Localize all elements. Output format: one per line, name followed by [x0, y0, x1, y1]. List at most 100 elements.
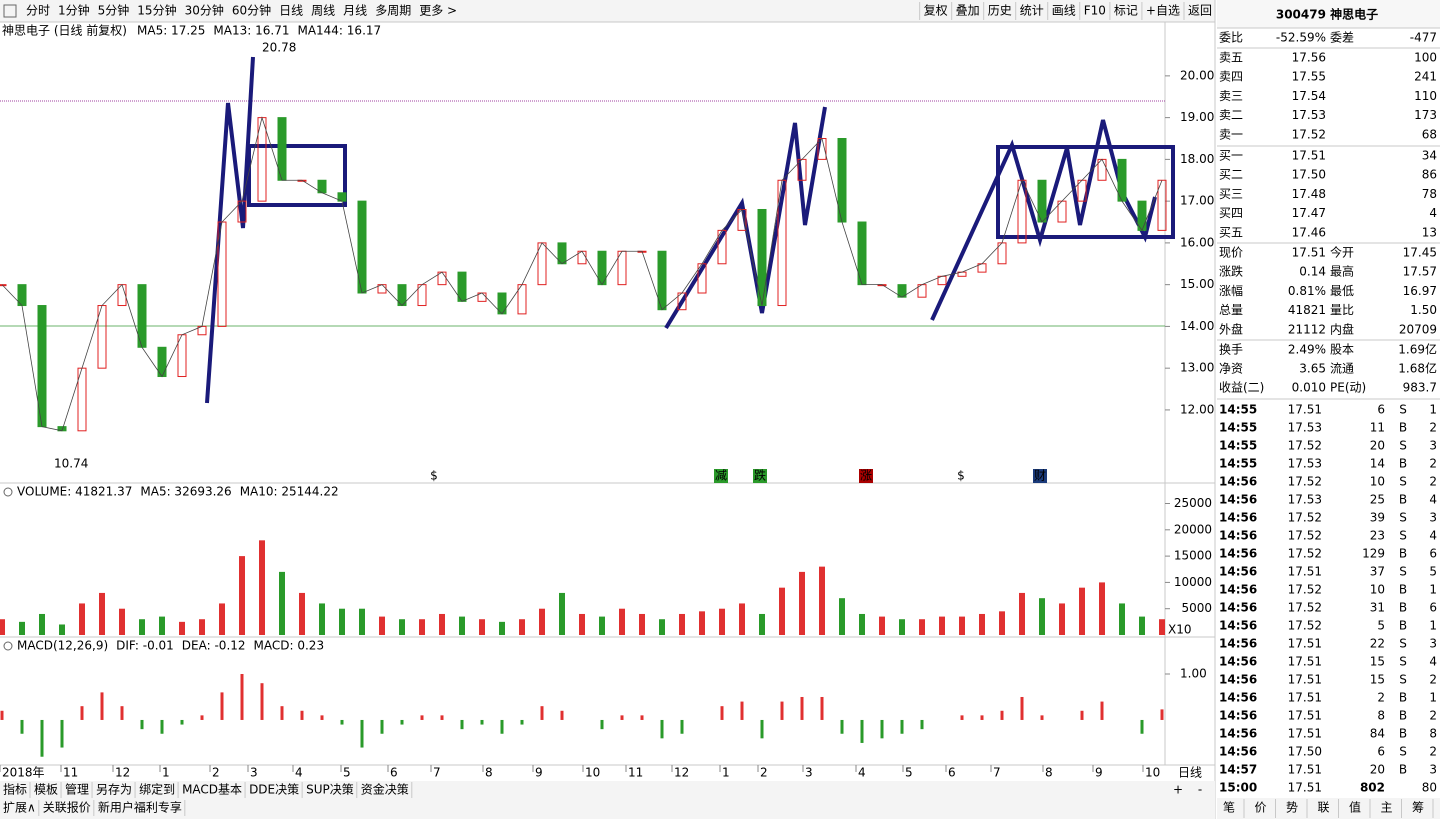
macd-bar — [60, 719, 64, 748]
trade-time: 14:55 — [1219, 439, 1257, 453]
period-tab[interactable]: 多周期 — [375, 4, 411, 18]
toolbar-button[interactable]: 画线 — [1052, 4, 1076, 18]
zoom-button[interactable]: - — [1198, 783, 1202, 797]
macd-bar — [220, 692, 224, 720]
trade-time: 14:56 — [1219, 655, 1257, 669]
toolbar-button[interactable]: 统计 — [1020, 4, 1044, 18]
period-tab[interactable]: 更多 > — [419, 4, 457, 18]
quote-tab[interactable]: 筹 — [1412, 801, 1424, 815]
indicator-tab[interactable]: SUP决策 — [306, 783, 354, 797]
trade-side: S — [1399, 529, 1407, 543]
volume-bar — [1119, 603, 1125, 636]
indicator-tab[interactable]: 绑定到 — [139, 782, 175, 797]
volume-bar — [979, 613, 985, 636]
period-tab[interactable]: 15分钟 — [137, 3, 176, 18]
trade-time: 14:56 — [1219, 709, 1257, 723]
menu-icon[interactable] — [3, 4, 17, 18]
time-label: 1 — [162, 766, 170, 780]
book-volume: 4 — [1429, 206, 1437, 220]
footer-tab[interactable]: 扩展∧ — [3, 801, 36, 815]
quote-tab[interactable]: 值 — [1349, 800, 1361, 815]
footer-tab[interactable]: 关联报价 — [43, 800, 91, 815]
collapse-icon[interactable] — [3, 641, 13, 651]
macd-bar — [1000, 710, 1004, 720]
trade-time: 14:56 — [1219, 583, 1257, 597]
period-tab[interactable]: 5分钟 — [98, 3, 130, 18]
time-label: 6 — [390, 766, 398, 780]
book-label: 卖四 — [1219, 70, 1243, 84]
toolbar-button[interactable]: 复权 — [924, 4, 948, 18]
quote-tab[interactable]: 价 — [1254, 801, 1266, 815]
macd-bar — [280, 706, 284, 720]
zoom-button[interactable]: + — [1173, 783, 1183, 797]
macd-bar — [500, 719, 504, 734]
volume-bar — [379, 616, 385, 636]
trade-side: B — [1399, 583, 1407, 597]
volume-bar — [1039, 598, 1045, 636]
book-volume: 13 — [1422, 225, 1437, 239]
period-tab[interactable]: 周线 — [311, 4, 335, 18]
footer-tab[interactable]: 新用户福利专享 — [98, 800, 182, 815]
trade-volume: 31 — [1370, 601, 1385, 615]
trade-price: 17.52 — [1288, 439, 1322, 453]
period-tab[interactable]: 30分钟 — [185, 3, 224, 18]
trade-time: 14:56 — [1219, 619, 1257, 633]
book-price: 17.50 — [1292, 168, 1326, 182]
toolbar-button[interactable]: 历史 — [988, 4, 1012, 18]
period-tab[interactable]: 1分钟 — [58, 3, 90, 18]
trade-price: 17.52 — [1288, 601, 1322, 615]
toolbar-button[interactable]: 返回 — [1188, 4, 1212, 18]
trade-time: 14:56 — [1219, 529, 1257, 543]
period-tab[interactable]: 分时 — [26, 4, 50, 18]
volume-bar — [199, 619, 205, 636]
trade-time: 14:56 — [1219, 565, 1257, 579]
trade-count: 1 — [1429, 619, 1437, 633]
indicator-tab[interactable]: DDE决策 — [249, 783, 299, 797]
macd-bar — [120, 706, 124, 720]
trade-price: 17.51 — [1288, 763, 1322, 777]
stat-label: 外盘 — [1219, 321, 1243, 336]
stat-label: 内盘 — [1330, 321, 1354, 336]
toolbar-button[interactable]: +自选 — [1146, 4, 1180, 18]
indicator-tab[interactable]: 管理 — [65, 782, 89, 797]
quote-tab[interactable]: 势 — [1286, 801, 1298, 815]
quote-header — [1217, 0, 1440, 28]
quote-tab[interactable]: 主 — [1380, 801, 1392, 815]
trade-volume: 37 — [1370, 565, 1385, 579]
time-label: 1 — [722, 766, 730, 780]
time-label: 4 — [858, 766, 866, 780]
period-tab[interactable]: 60分钟 — [232, 3, 271, 18]
macd-bar — [720, 706, 724, 720]
quote-value: -477 — [1410, 31, 1437, 45]
indicator-tab[interactable]: 资金决策 — [361, 782, 409, 797]
toolbar-button[interactable]: 叠加 — [956, 4, 980, 18]
time-label: 2 — [760, 766, 768, 780]
quote-value: -52.59% — [1276, 31, 1326, 45]
trade-side: B — [1399, 493, 1407, 507]
volume-bar — [279, 571, 285, 636]
time-label: 12 — [115, 766, 130, 780]
collapse-icon[interactable] — [3, 487, 13, 497]
indicator-tab[interactable]: 指标 — [3, 782, 27, 797]
indicator-tab[interactable]: MACD基本 — [182, 783, 242, 797]
trade-count: 1 — [1429, 691, 1437, 705]
period-tab[interactable]: 日线 — [279, 4, 303, 18]
indicator-tab[interactable]: 另存为 — [96, 783, 132, 797]
toolbar-button[interactable]: F10 — [1084, 4, 1106, 18]
trade-price: 17.51 — [1288, 673, 1322, 687]
trade-count: 80 — [1422, 781, 1437, 795]
time-label: 11 — [63, 766, 78, 780]
stat-value: 0.14 — [1299, 265, 1326, 279]
trade-side: B — [1399, 457, 1407, 471]
period-tab[interactable]: 月线 — [343, 4, 367, 18]
toolbar-button[interactable]: 标记 — [1114, 4, 1138, 18]
quote-tab[interactable]: 笔 — [1223, 800, 1235, 815]
trade-count: 4 — [1429, 493, 1437, 507]
macd-bar — [660, 719, 664, 739]
trade-volume: 20 — [1370, 439, 1385, 453]
trade-price: 17.51 — [1288, 403, 1322, 417]
indicator-tab[interactable]: 模板 — [34, 783, 58, 797]
ma-label: MA10: 25144.22 — [240, 485, 339, 499]
quote-tab[interactable]: 联 — [1317, 801, 1329, 815]
